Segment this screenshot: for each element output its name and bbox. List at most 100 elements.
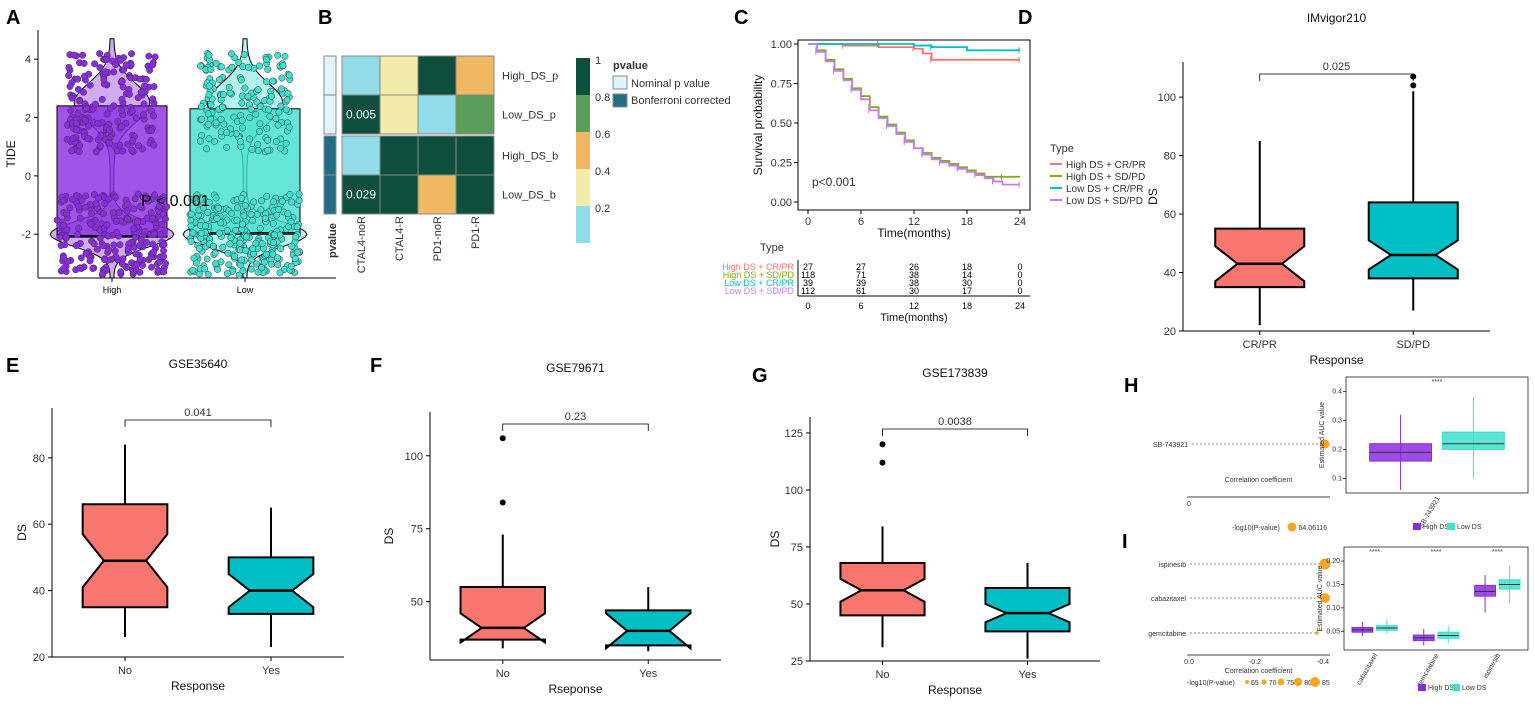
y-tick-label: 100 (405, 451, 423, 463)
data-point (236, 239, 244, 247)
data-point (236, 138, 244, 146)
box-cr-pr (1214, 227, 1306, 289)
data-point (295, 190, 303, 198)
data-point (104, 232, 112, 240)
data-point (101, 200, 109, 207)
data-point (116, 241, 124, 249)
legend-item: High DS (1428, 685, 1454, 692)
heatmap-cell (341, 94, 381, 135)
data-point (88, 209, 96, 217)
colorbar-tick-label: 1 (595, 55, 601, 67)
y-axis-label: TIDE (4, 140, 18, 167)
data-point (135, 142, 143, 150)
heatmap-cell (455, 55, 495, 96)
data-point (264, 65, 272, 73)
risk-table-value: 27 (856, 262, 866, 272)
data-point (249, 217, 257, 225)
risk-table-value: 27 (803, 262, 813, 272)
data-point (263, 192, 271, 200)
data-point (75, 148, 83, 155)
data-point (268, 92, 275, 100)
data-point (195, 244, 203, 252)
data-point (130, 205, 138, 213)
y-axis-label: DS (382, 528, 396, 545)
heatmap-cell (379, 135, 419, 176)
panel-e: 20 40 60 80 GSE35640 Response DS No Yes 0.041 (15, 357, 344, 693)
data-point (235, 59, 243, 66)
y-tick-label: 0.3 (1332, 418, 1342, 425)
colorbar-segment (576, 169, 590, 206)
data-point (219, 243, 227, 251)
y-tick-label: 40 (33, 586, 45, 598)
data-point (228, 209, 235, 217)
panel-label-c: C (734, 7, 748, 29)
data-point (227, 50, 235, 58)
data-point (139, 261, 147, 269)
data-point (59, 197, 67, 204)
legend-swatch (1413, 523, 1421, 530)
data-point (252, 260, 260, 268)
heatmap-cell (341, 55, 381, 96)
data-point (106, 139, 114, 147)
data-point (68, 147, 76, 155)
data-point (287, 218, 295, 226)
data-point (163, 203, 171, 211)
data-point (189, 266, 197, 274)
survival-curve (808, 43, 1020, 61)
data-point (242, 233, 250, 241)
data-point (136, 255, 144, 263)
size-legend-label: 75 (1286, 680, 1294, 687)
y-tick-label: 100 (1158, 92, 1176, 104)
risk-table-row-label: High DS + SD/PD (723, 270, 795, 280)
data-point (136, 203, 144, 210)
x-tick-label: gemcitabine (1416, 652, 1441, 688)
data-point (218, 103, 226, 111)
data-point (254, 268, 262, 276)
panel-c: 0.00 0.25 0.50 0.75 1.00 0 6 12 18 24 Time(months)… (722, 39, 1146, 324)
data-point (111, 193, 119, 201)
data-point (228, 63, 236, 71)
data-point (156, 197, 164, 205)
data-point (118, 95, 126, 103)
risk-x-tick-label: 24 (1015, 301, 1025, 311)
data-point (63, 209, 71, 217)
x-tick-label: CR/PR (1243, 339, 1277, 351)
data-point (262, 250, 270, 258)
panel-label-d: D (1018, 7, 1032, 29)
y-axis-label: DS (768, 531, 782, 548)
data-point (207, 101, 215, 109)
data-point (277, 144, 285, 152)
panel-h-correlation: SB-743921 0 Correlation coefficient -log10(… (1153, 439, 1330, 532)
data-point (118, 106, 125, 114)
risk-table-value: 30 (909, 286, 919, 296)
data-point (124, 245, 132, 253)
data-point (202, 222, 210, 230)
data-point (274, 261, 282, 269)
risk-table-title: Type (760, 242, 784, 254)
data-point (204, 270, 212, 278)
x-tick-label: 24 (1014, 216, 1026, 228)
data-point (87, 220, 95, 228)
data-point (204, 110, 212, 118)
risk-x-tick-label: 12 (909, 301, 919, 311)
risk-table-value: 39 (803, 278, 813, 288)
data-point (273, 211, 281, 219)
y-tick-label: 0.20 (1326, 558, 1340, 565)
risk-table-value: 14 (962, 270, 972, 280)
data-point (213, 214, 221, 222)
data-point (250, 198, 258, 206)
risk-table-value: 61 (856, 286, 866, 296)
data-point (132, 250, 140, 258)
y-tick-label: 0.4 (1332, 389, 1342, 396)
data-point (257, 206, 265, 214)
y-axis-label: DS (1146, 188, 1160, 205)
data-point (162, 215, 169, 223)
data-point (277, 245, 284, 253)
data-point (198, 229, 205, 237)
box-yes (605, 609, 692, 651)
chart-title: GSE35640 (169, 357, 228, 371)
risk-table-value: 0 (1017, 262, 1022, 272)
data-point (80, 59, 88, 67)
risk-table-value: 39 (856, 278, 866, 288)
